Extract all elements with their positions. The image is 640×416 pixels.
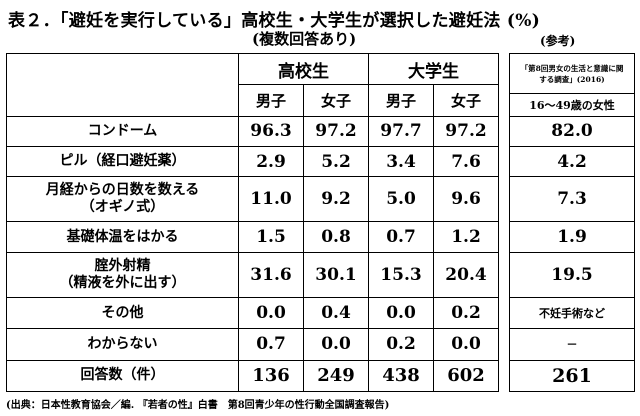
reference-source-line2: する調査」(2016) [539, 74, 605, 84]
table-title: 表２．「避妊を実行している」高校生・大学生が選択した避妊法 (%) [8, 11, 541, 31]
value-cell-u-f: 1.2 [433, 220, 499, 254]
reference-source: 「第8回男女の生活と意識に関 する調査」(2016) [509, 52, 635, 95]
reference-value: 1.9 [509, 220, 635, 254]
reference-table: 「第8回男女の生活と意識に関 する調査」(2016) 16～49歳の女性 82.… [509, 52, 635, 393]
value-cell-hs-m: 31.6 [238, 252, 304, 298]
value-cell-hs-m: 0.7 [238, 328, 304, 361]
row-label: 腟外射精 （精液を外に出す） [6, 252, 239, 298]
value-cell-u-f: 0.2 [433, 296, 499, 330]
reference-source-line1: 「第8回男女の生活と意識に関 [520, 63, 624, 73]
row-label: 基礎体温をはかる [6, 220, 239, 254]
row-label-line1: 回答数（件） [80, 367, 165, 384]
value-cell-hs-f: 5.2 [303, 145, 369, 178]
value-cell-u-f: 9.6 [433, 176, 499, 222]
row-label-line1: 腟外射精 [94, 258, 151, 275]
table-subtitle: (複数回答あり) [252, 30, 357, 48]
value-cell-u-m: 0.7 [368, 220, 434, 254]
reference-row: 82.0 [509, 115, 635, 147]
value-cell-u-m: 0.2 [368, 328, 434, 361]
reference-value: 82.0 [509, 115, 635, 147]
reference-value: － [509, 328, 635, 361]
row-label: わからない [6, 328, 239, 361]
table-row: その他 0.0 0.4 0.0 0.2 [6, 296, 499, 330]
value-cell-hs-m: 1.5 [238, 220, 304, 254]
value-cell-u-f: 0.0 [433, 328, 499, 361]
reference-value: 261 [509, 359, 635, 393]
hs-female-header: 女子 [303, 84, 369, 117]
table-row: ピル（経口避妊薬） 2.9 5.2 3.4 7.6 [6, 145, 499, 178]
value-cell-u-f: 20.4 [433, 252, 499, 298]
value-cell-hs-f: 0.4 [303, 296, 369, 330]
row-label-line1: その他 [101, 304, 144, 321]
reference-row: 不妊手術など [509, 296, 635, 330]
row-label-line1: 基礎体温をはかる [66, 228, 179, 245]
row-label: 月経からの日数を数える （オギノ式） [6, 176, 239, 222]
reference-row: 19.5 [509, 252, 635, 298]
u-female-header: 女子 [433, 84, 499, 117]
reference-row: 1.9 [509, 220, 635, 254]
row-label-line1: コンドーム [87, 122, 158, 139]
reference-row: 261 [509, 359, 635, 393]
reference-value: 4.2 [509, 145, 635, 178]
corner-cell [6, 53, 239, 117]
row-label-line1: ピル（経口避妊薬） [59, 153, 186, 169]
value-cell-u-f: 7.6 [433, 145, 499, 178]
value-cell-u-m: 15.3 [368, 252, 434, 298]
value-cell-hs-m: 11.0 [238, 176, 304, 222]
table-row: 月経からの日数を数える （オギノ式） 11.0 9.2 5.0 9.6 [6, 176, 499, 222]
value-cell-hs-f: 97.2 [303, 115, 369, 147]
reference-note: (参考) [540, 34, 576, 48]
value-cell-hs-m: 2.9 [238, 145, 304, 178]
value-cell-u-m: 0.0 [368, 296, 434, 330]
reference-row: 4.2 [509, 145, 635, 178]
table-row: 基礎体温をはかる 1.5 0.8 0.7 1.2 [6, 220, 499, 254]
reference-value: 7.3 [509, 176, 635, 222]
value-cell-hs-m: 96.3 [238, 115, 304, 147]
row-label-line1: 月経からの日数を数える [45, 181, 200, 198]
group-university: 大学生 [368, 52, 499, 86]
value-cell-hs-m: 136 [238, 359, 304, 393]
reference-value: 19.5 [509, 252, 635, 298]
value-cell-hs-f: 0.0 [303, 328, 369, 361]
reference-header: 16～49歳の女性 [509, 93, 635, 117]
value-cell-u-m: 97.7 [368, 115, 434, 147]
value-cell-hs-f: 9.2 [303, 176, 369, 222]
value-cell-u-m: 5.0 [368, 176, 434, 222]
reference-row: 7.3 [509, 176, 635, 222]
value-cell-hs-m: 0.0 [238, 296, 304, 330]
row-label-line1: わからない [87, 335, 158, 352]
value-cell-u-f: 97.2 [433, 115, 499, 147]
table-row: 腟外射精 （精液を外に出す） 31.6 30.1 15.3 20.4 [6, 252, 499, 298]
reference-row: － [509, 328, 635, 361]
row-label: コンドーム [6, 115, 239, 147]
row-label: その他 [6, 296, 239, 330]
u-male-header: 男子 [368, 84, 434, 117]
table-row: わからない 0.7 0.0 0.2 0.0 [6, 328, 499, 361]
row-label-line2: （精液を外に出す） [59, 275, 186, 292]
table-row: 回答数（件） 136 249 438 602 [6, 359, 499, 393]
table-row: コンドーム 96.3 97.2 97.7 97.2 [6, 115, 499, 147]
value-cell-hs-f: 30.1 [303, 252, 369, 298]
hs-male-header: 男子 [238, 84, 304, 117]
value-cell-hs-f: 249 [303, 359, 369, 393]
row-label: 回答数（件） [6, 359, 239, 393]
source-citation: (出典：日本性教育協会／編. 『若者の性』白書 第8回青少年の性行動全国調査報告… [6, 400, 390, 411]
group-high-school: 高校生 [238, 52, 369, 86]
main-table: 高校生 大学生 男子 女子 男子 女子 コンドーム 96.3 97.2 97.7 97.… [6, 52, 499, 393]
value-cell-u-m: 3.4 [368, 145, 434, 178]
value-cell-u-f: 602 [433, 359, 499, 393]
row-label-line2: （オギノ式） [80, 198, 165, 215]
value-cell-hs-f: 0.8 [303, 220, 369, 254]
reference-value: 不妊手術など [509, 296, 635, 330]
row-label: ピル（経口避妊薬） [6, 145, 239, 178]
value-cell-u-m: 438 [368, 359, 434, 393]
